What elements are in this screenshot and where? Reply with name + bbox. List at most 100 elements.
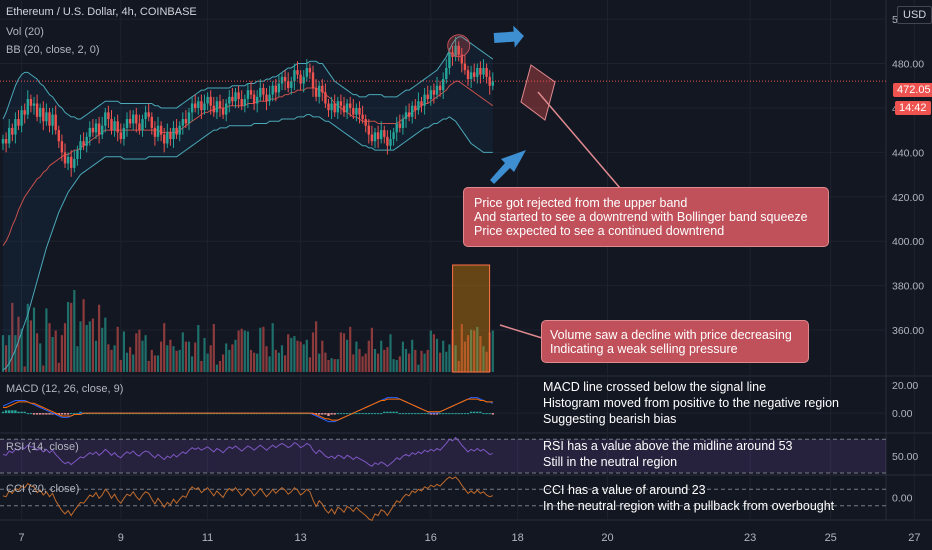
macd-histogram-bar [423,413,426,415]
macd-histogram-bar [454,413,457,415]
candle-body [107,112,110,120]
candle-body [104,112,107,126]
candle-body [14,119,17,135]
candle-body [274,85,277,93]
volume-bar [256,353,259,372]
candle-body [398,123,401,128]
volume-bar [200,360,203,372]
candle-body [311,72,315,88]
macd-histogram-bar [57,413,60,415]
upper-arrow [493,25,524,48]
volume-bar [29,320,32,372]
macd-indicator-label[interactable]: MACD (12, 26, close, 9) [6,383,124,395]
cci-indicator-label[interactable]: CCI (20, close) [6,483,80,495]
volume-indicator-label[interactable]: Vol (20) [6,26,44,38]
macd-histogram-bar [14,410,17,414]
price-callout-line [537,91,621,189]
volume-bar [277,352,280,372]
candle-body [85,136,88,146]
time-tick-label: 23 [744,532,756,544]
candle-body [57,130,60,142]
volume-bar [125,352,129,372]
price-note-line-1: Price got rejected from the upper band [474,196,688,210]
bollinger-indicator-label[interactable]: BB (20, close, 2, 0) [6,44,100,56]
volume-bar [333,359,336,372]
volume-bar [206,353,209,372]
candle-body [386,136,389,146]
volume-bar [160,341,163,372]
macd-histogram-bar [4,410,8,414]
volume-bar [94,340,98,372]
macd-histogram-bar [79,411,82,414]
volume-bar [299,341,302,372]
candle-body [125,119,129,128]
candle-body [404,112,408,120]
volume-bar [485,351,488,372]
volume-bar [144,335,147,372]
candle-body [172,127,175,140]
price-tick-label: 440.00 [892,147,924,159]
macd-note-line-2: Histogram moved from positive to the neg… [543,396,839,410]
candle-body [82,141,85,146]
volume-bar [218,360,222,372]
volume-bar [113,345,116,372]
price-tick-label: 420.00 [892,192,924,204]
candle-body [407,112,411,117]
bollinger-lower-band [2,114,493,371]
time-tick-label: 11 [202,532,213,544]
volume-bar [243,330,246,372]
macd-histogram-bar [411,413,414,415]
volume-bar [85,325,88,372]
candle-body [175,127,178,135]
macd-histogram-bar [435,413,439,415]
candle-body [128,119,132,124]
volume-bar [383,349,386,372]
candle-body [29,99,33,106]
candle-body [73,159,76,168]
candle-body [194,103,197,108]
volume-bar [253,352,256,372]
volume-bar [91,318,94,372]
candle-body [466,70,470,80]
candle-body [156,125,160,137]
price-note-line-3: Price expected to see a continued downtr… [474,224,725,238]
candle-body [240,99,243,106]
macd-histogram-bar [426,413,429,415]
candle-body [367,125,370,135]
candle-body [380,130,383,140]
candle-body [358,107,361,115]
candle-body [26,99,29,115]
volume-note-line-1: Volume saw a decline with price decreasi… [550,328,792,342]
candle-body [39,107,42,117]
volume-bar [48,323,51,372]
volume-bar [14,335,17,372]
macd-histogram-bar [349,413,352,415]
last-price-badge: 472.05 [893,83,932,97]
volume-bar [156,355,160,372]
volume-bar [398,356,401,372]
candle-body [262,87,265,95]
currency-button[interactable]: USD [897,6,932,24]
macd-histogram-bar [358,413,361,415]
macd-histogram-bar [60,413,64,415]
volume-bar [42,365,45,372]
volume-bar [138,329,141,372]
volume-callout-line [499,324,543,339]
volume-bar [395,360,398,372]
macd-histogram-bar [448,413,451,415]
cci-line [2,476,493,522]
candle-body [302,76,305,84]
candle-body [454,45,457,57]
candle-body [361,114,364,120]
candle-body [79,141,82,151]
candle-body [197,101,200,108]
volume-bar [315,321,318,372]
macd-histogram-bar [376,413,380,415]
volume-bar [70,302,73,372]
volume-bar [377,353,380,372]
candle-body [94,123,98,133]
volume-bar [172,346,175,372]
rsi-indicator-label[interactable]: RSI (14, close) [6,441,79,453]
candle-body [32,103,36,106]
